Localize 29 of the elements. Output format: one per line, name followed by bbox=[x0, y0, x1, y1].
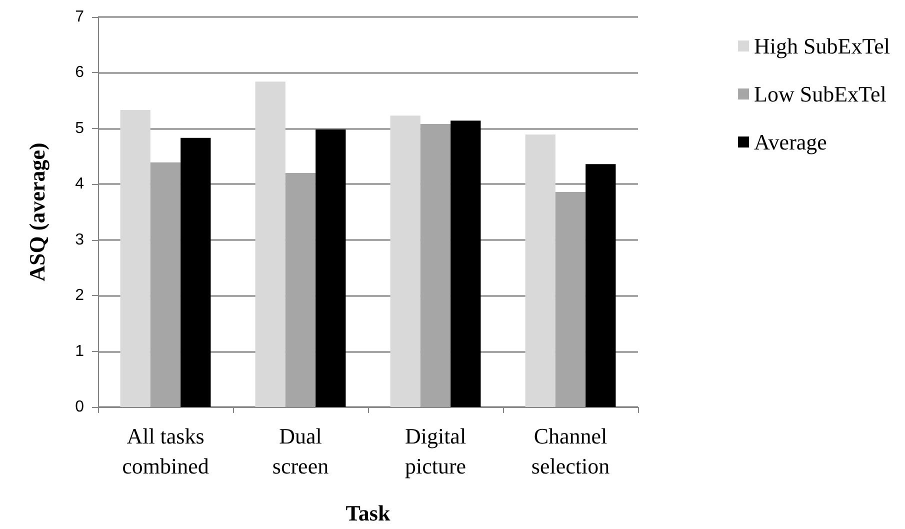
y-axis-title: ASQ (average) bbox=[24, 142, 50, 282]
bar bbox=[120, 110, 150, 407]
bar bbox=[450, 120, 481, 407]
bar bbox=[525, 134, 556, 407]
y-tick-label: 1 bbox=[75, 342, 84, 360]
y-tick-label: 2 bbox=[75, 287, 84, 304]
bar bbox=[150, 162, 181, 407]
bar bbox=[285, 173, 316, 407]
x-tick-label: Channel selection bbox=[531, 424, 610, 478]
y-tick-label: 0 bbox=[75, 398, 84, 416]
bar bbox=[586, 164, 616, 407]
y-tick-label: 7 bbox=[75, 8, 84, 26]
bar bbox=[316, 130, 346, 407]
bar bbox=[555, 192, 586, 407]
y-tick-label: 6 bbox=[75, 64, 84, 82]
legend-label: Average bbox=[754, 130, 827, 154]
bar bbox=[390, 116, 420, 407]
y-tick-label: 4 bbox=[75, 176, 84, 193]
bar bbox=[420, 124, 451, 407]
x-tick-label: Digital picture bbox=[404, 424, 466, 478]
y-tick-label: 3 bbox=[75, 231, 84, 248]
x-tick-label: All tasks combined bbox=[122, 424, 209, 478]
bar bbox=[180, 138, 211, 407]
x-tick-label: Dual screen bbox=[272, 424, 329, 478]
legend-label: High SubExTel bbox=[754, 34, 890, 58]
y-tick-label: 5 bbox=[75, 120, 84, 137]
x-axis-title: Task bbox=[346, 500, 391, 526]
legend-label: Low SubExTel bbox=[754, 82, 886, 106]
bar bbox=[255, 82, 286, 407]
